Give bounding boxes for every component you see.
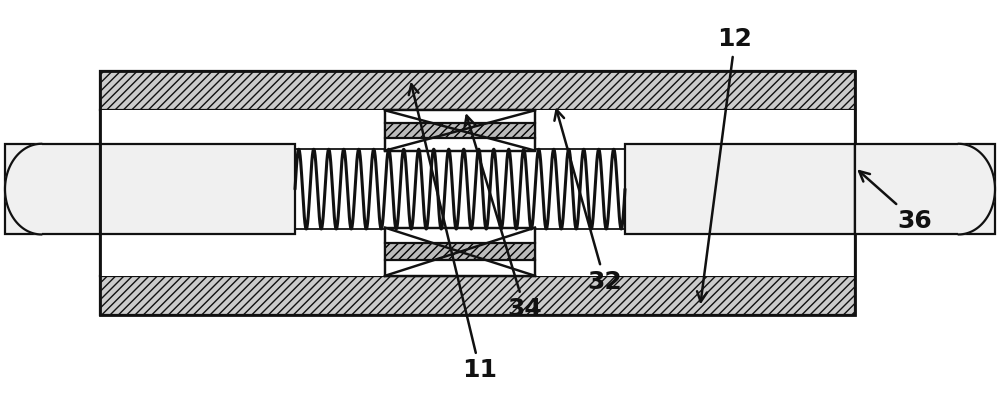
Polygon shape (100, 71, 855, 110)
Polygon shape (385, 110, 535, 151)
Polygon shape (959, 144, 995, 234)
Polygon shape (5, 144, 100, 234)
Polygon shape (5, 144, 41, 234)
Polygon shape (385, 243, 535, 260)
Text: 36: 36 (859, 171, 932, 232)
Text: 32: 32 (554, 110, 622, 294)
Polygon shape (100, 110, 855, 276)
Polygon shape (625, 144, 855, 234)
Text: 34: 34 (465, 116, 542, 321)
Polygon shape (385, 228, 535, 276)
Text: 11: 11 (409, 84, 498, 382)
Polygon shape (385, 123, 535, 138)
Text: 12: 12 (697, 28, 752, 302)
Polygon shape (100, 276, 855, 315)
Polygon shape (100, 144, 295, 234)
Polygon shape (855, 144, 995, 234)
